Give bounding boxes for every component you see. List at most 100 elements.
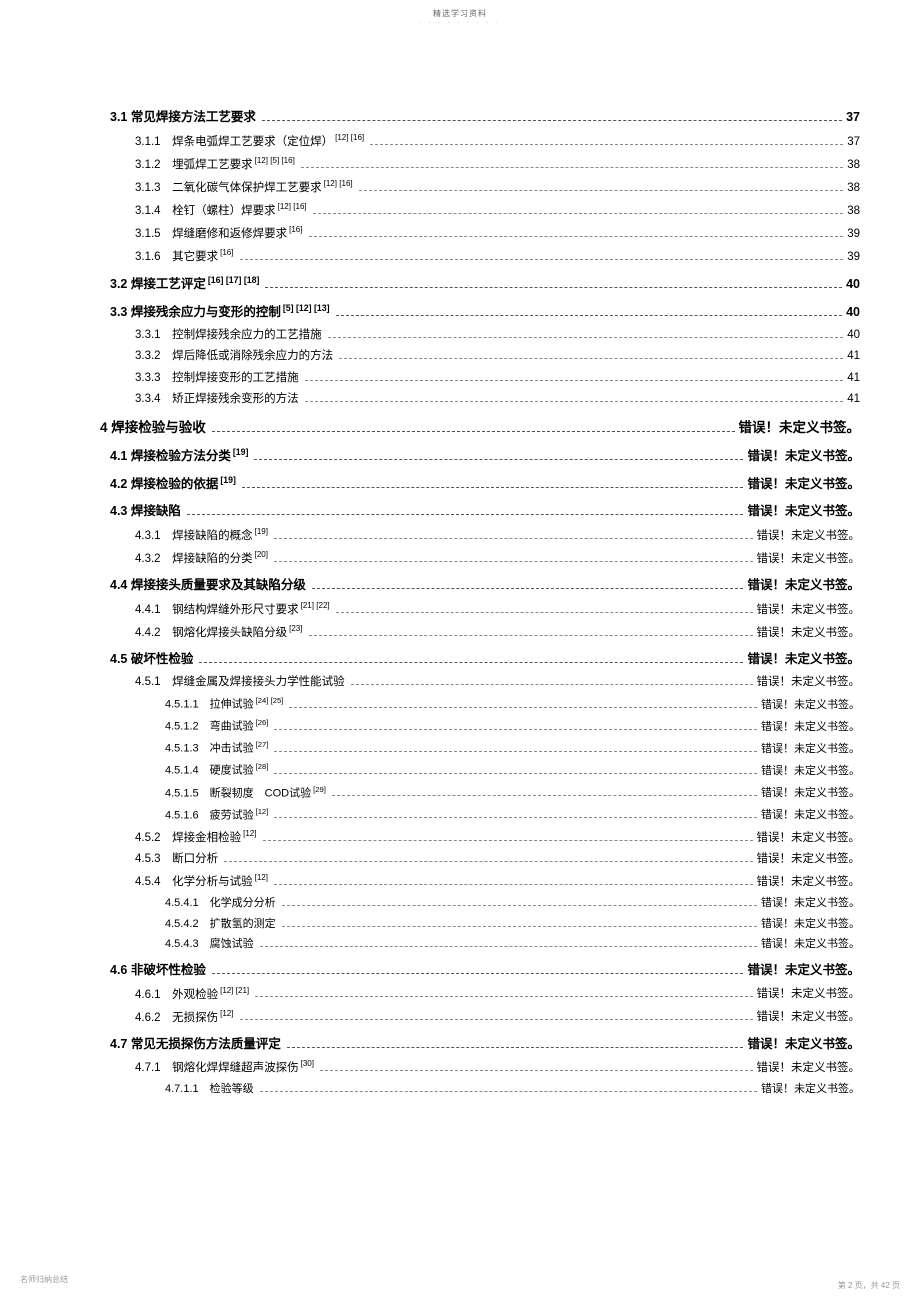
toc-line: 3.3.2 焊后降低或消除残余应力的方法41 <box>135 348 860 365</box>
toc-page: 错误！未定义书签。 <box>761 741 860 758</box>
toc-line: 4.4.2 钢熔化焊接头缺陷分级[23]错误！未定义书签。 <box>135 623 860 642</box>
toc-page: 错误！未定义书签。 <box>761 936 860 953</box>
toc-line: 4.4 焊接接头质量要求及其缺陷分级 错误！未定义书签。 <box>110 576 860 595</box>
toc-line: 3.1.6 其它要求[16]39 <box>135 247 860 266</box>
toc-page: 错误！未定义书签。 <box>747 475 860 494</box>
toc-page: 错误！未定义书签。 <box>757 674 861 691</box>
toc-page: 40 <box>847 327 860 344</box>
toc-label: 3.3.3 控制焊接变形的工艺措施 <box>135 370 299 387</box>
toc-page: 错误！未定义书签。 <box>757 851 861 868</box>
toc-page: 错误！未定义书签。 <box>761 763 860 780</box>
toc-leader <box>339 352 843 359</box>
footer-right: 第 2 页，共 42 页 <box>838 1280 900 1291</box>
toc-page: 错误！未定义书签。 <box>761 697 860 714</box>
toc-leader <box>301 161 843 168</box>
toc-label: 4.5 破坏性检验 <box>110 650 193 669</box>
toc-leader <box>274 723 757 730</box>
toc-label: 4.5.4.2 扩散氢的测定 <box>165 916 276 933</box>
page-top-header: 精选学习资料 - - - - - - - - - <box>0 8 920 26</box>
toc-label: 4.1 焊接检验方法分类[19] <box>110 446 248 466</box>
toc-ref-sup: [19] <box>220 475 236 485</box>
toc-leader <box>212 966 744 974</box>
toc-line: 4.5 破坏性检验错误！未定义书签。 <box>110 650 860 669</box>
toc-line: 4.6 非破坏性检验错误！未定义书签。 <box>110 961 860 980</box>
toc-leader <box>260 941 757 948</box>
toc-page: 40 <box>846 275 860 294</box>
toc-page: 错误！未定义书签。 <box>761 719 860 736</box>
toc-label: 4.4.2 钢熔化焊接头缺陷分级[23] <box>135 623 303 642</box>
toc-label: 4.5.1.1 拉伸试验[24] [25] <box>165 695 283 713</box>
toc-ref-sup: [29] <box>313 785 326 794</box>
toc-leader <box>274 555 752 562</box>
toc-label: 4.5.1.3 冲击试验[27] <box>165 739 268 757</box>
toc-label: 4.7 常见无损探伤方法质量评定 <box>110 1035 281 1054</box>
toc-ref-sup: [16] [17] [18] <box>208 275 260 285</box>
toc-line: 4.1 焊接检验方法分类[19] 错误！未定义书签。 <box>110 446 860 466</box>
toc-leader <box>274 767 757 774</box>
toc-label: 3.3.1 控制焊接残余应力的工艺措施 <box>135 327 322 344</box>
toc-line: 4.5.1 焊缝金属及焊接接头力学性能试验 错误！未定义书签。 <box>135 674 860 691</box>
toc-leader <box>199 655 743 663</box>
toc-page: 38 <box>847 180 860 197</box>
toc-leader <box>240 1014 753 1021</box>
toc-page: 错误！未定义书签。 <box>757 830 861 847</box>
toc-leader <box>351 678 753 685</box>
toc-ref-sup: [27] <box>256 740 269 749</box>
toc-leader <box>336 309 843 317</box>
toc-leader <box>240 253 844 260</box>
toc-ref-sup: [12] [16] <box>324 179 353 188</box>
toc-label: 4.4 焊接接头质量要求及其缺陷分级 <box>110 576 306 595</box>
toc-ref-sup: [12] [16] <box>278 202 307 211</box>
toc-label: 4.7.1 钢熔化焊焊缝超声波探伤[30] <box>135 1058 314 1077</box>
toc-label: 4.4.1 钢结构焊缝外形尺寸要求[21] [22] <box>135 600 330 619</box>
toc-leader <box>332 790 757 797</box>
toc-leader <box>370 138 843 145</box>
toc-label: 4 焊接检验与验收 <box>100 418 206 438</box>
toc-line: 4.5.1.2 弯曲试验[26] 错误！未定义书签。 <box>165 717 860 735</box>
toc-line: 4.5.1.6 疲劳试验[12]错误！未定义书签。 <box>165 806 860 824</box>
toc-label: 4.3 焊接缺陷 <box>110 502 181 521</box>
toc-ref-sup: [19] <box>233 447 249 457</box>
toc-ref-sup: [16] <box>220 248 233 257</box>
toc-line: 4.5.4 化学分析与试验[12]错误！未定义书签。 <box>135 872 860 891</box>
toc-page: 错误！未定义书签。 <box>747 576 860 595</box>
toc-page: 错误！未定义书签。 <box>757 602 861 619</box>
toc-line: 4.7.1.1 检验等级错误！未定义书签。 <box>165 1081 860 1098</box>
footer-left-text: 名师归纳总结 <box>20 1274 70 1285</box>
toc-leader <box>274 878 752 885</box>
toc-line: 4.5.4.2 扩散氢的测定 错误！未定义书签。 <box>165 916 860 933</box>
toc-line: 4.5.4.1 化学成分分析错误！未定义书签。 <box>165 895 860 912</box>
toc-label: 4.5.2 焊接金相检验[12] <box>135 828 257 847</box>
header-title: 精选学习资料 <box>0 8 920 19</box>
toc-label: 3.1.3 二氧化碳气体保护焊工艺要求[12] [16] <box>135 178 353 197</box>
toc-page: 错误！未定义书签。 <box>747 447 860 466</box>
toc-label: 3.1.6 其它要求[16] <box>135 247 234 266</box>
toc-label: 4.5.1.2 弯曲试验[26] <box>165 717 268 735</box>
footer-left-dots: - - - - - - - <box>20 1285 70 1291</box>
toc-line: 4.5.1.4 硬度试验[28]错误！未定义书签。 <box>165 761 860 779</box>
toc-leader <box>309 629 753 636</box>
toc-line: 3.1.2 埋弧焊工艺要求[12] [5] [16]38 <box>135 155 860 174</box>
toc-line: 4.3 焊接缺陷错误！未定义书签。 <box>110 502 860 521</box>
toc-line: 3.3 焊接残余应力与变形的控制[5] [12] [13]40 <box>110 302 860 322</box>
toc-label: 4.7.1.1 检验等级 <box>165 1081 254 1098</box>
toc-page: 错误！未定义书签。 <box>761 916 860 933</box>
toc-leader <box>263 834 753 841</box>
toc-leader <box>305 374 844 381</box>
toc-ref-sup: [16] <box>289 225 302 234</box>
toc-leader <box>328 331 844 338</box>
toc-ref-sup: [12] [5] [16] <box>255 156 295 165</box>
toc-ref-sup: [12] [16] <box>335 133 364 142</box>
toc-label: 4.5.1 焊缝金属及焊接接头力学性能试验 <box>135 674 345 691</box>
toc-line: 4.5.4.3 腐蚀试验错误！未定义书签。 <box>165 936 860 953</box>
toc-ref-sup: [12] [21] <box>220 986 249 995</box>
toc-ref-sup: [19] <box>255 527 268 536</box>
toc-page: 错误！未定义书签。 <box>761 895 860 912</box>
toc-label: 4.5.3 断口分析 <box>135 851 218 868</box>
toc-label: 4.3.1 焊接缺陷的概念[19] <box>135 526 268 545</box>
toc-line: 4.6.2 无损探伤[12]错误！未定义书签。 <box>135 1008 860 1027</box>
toc-line: 4.6.1 外观检验[12] [21]错误！未定义书签。 <box>135 985 860 1004</box>
toc-line: 3.1 常见焊接方法工艺要求37 <box>110 108 860 127</box>
toc-leader <box>254 453 743 461</box>
toc-label: 3.3.2 焊后降低或消除残余应力的方法 <box>135 348 333 365</box>
